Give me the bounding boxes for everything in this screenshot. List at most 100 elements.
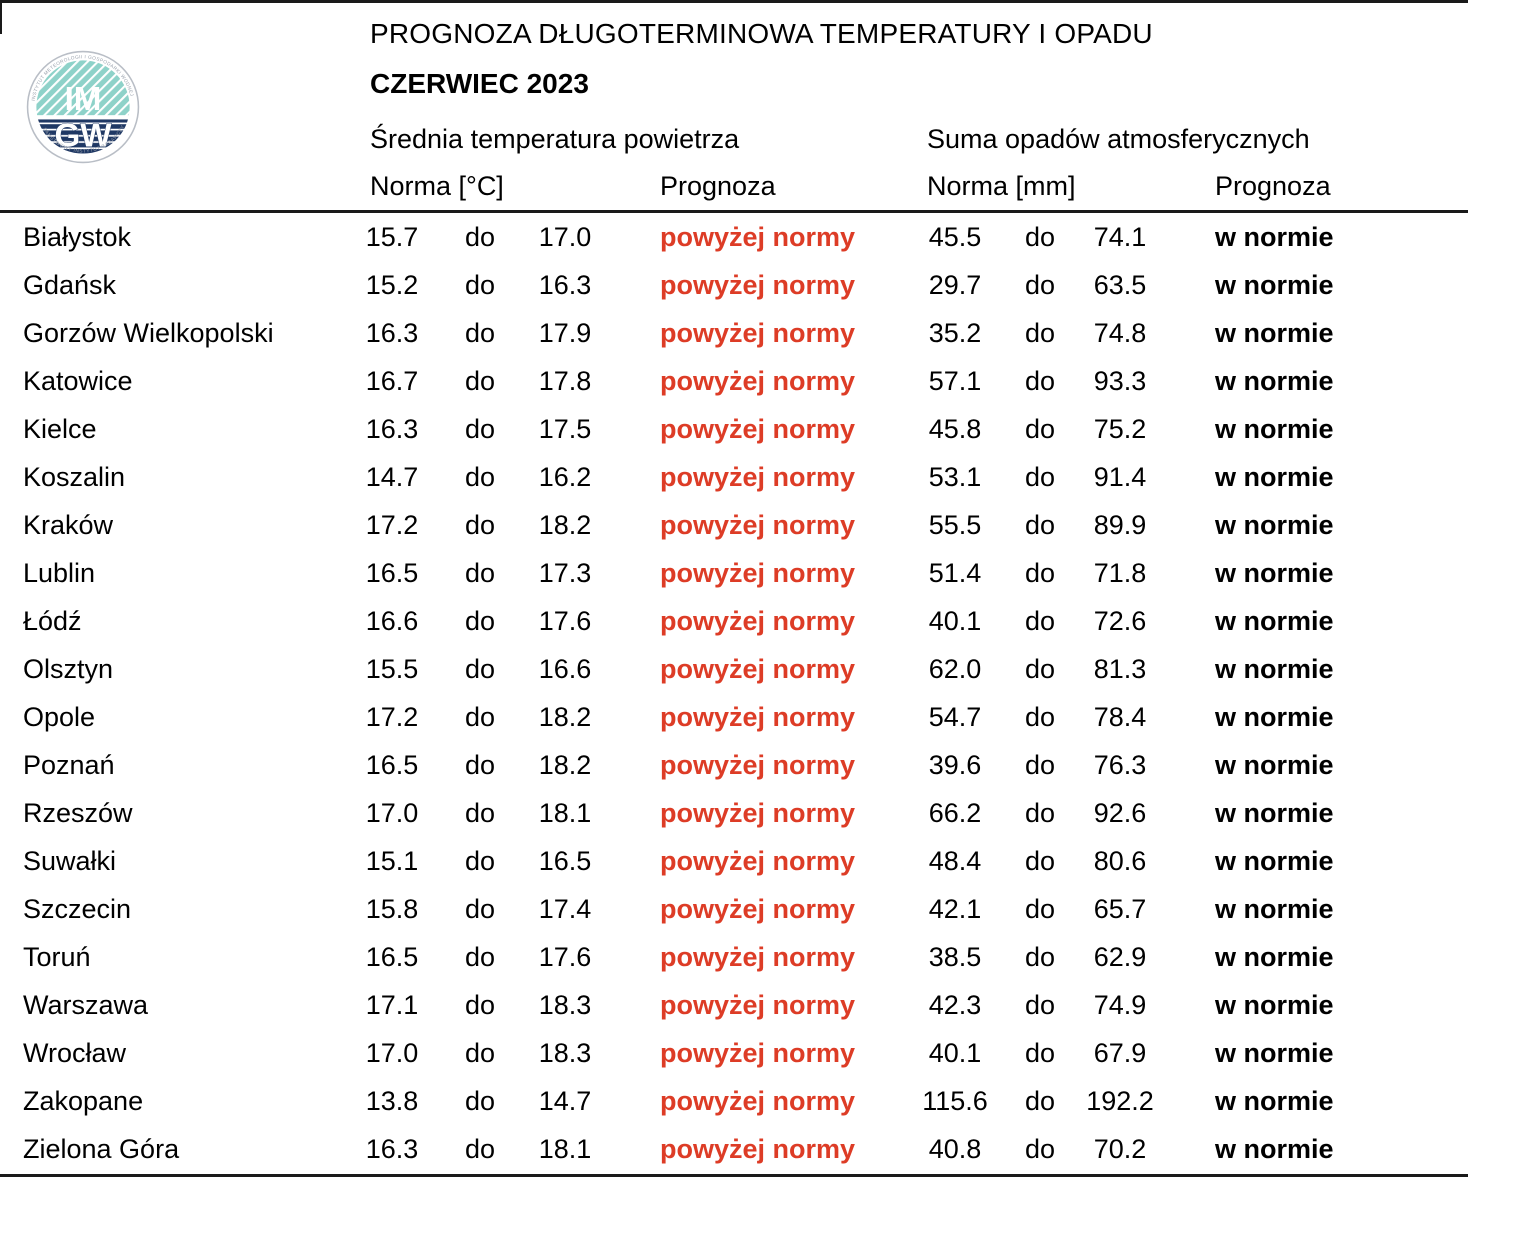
precip-forecast-value: w normie (1215, 269, 1334, 300)
precip-norm-high-value: 92.6 (1093, 798, 1147, 829)
precip-forecast-value: w normie (1215, 846, 1334, 877)
temp-range-separator: do (464, 317, 496, 348)
temp-range-separator: do (464, 269, 496, 300)
temp-forecast-value: powyżej normy (660, 750, 856, 781)
temperature-group-header: Średnia temperatura powietrza (370, 124, 740, 154)
precip-range-separator: do (1024, 413, 1056, 444)
temp-forecast-value: powyżej normy (660, 557, 856, 588)
temp-range-separator: do (464, 509, 496, 540)
precip-forecast-value: w normie (1215, 509, 1334, 540)
precip-norm-low-value: 53.1 (928, 461, 982, 492)
forecast-table-body: Białystok 15.7 do 17.0 powyżej normy 45.… (0, 213, 1468, 1174)
table-row: Kielce 16.3 do 17.5 powyżej normy 45.8 d… (0, 405, 1468, 453)
precip-forecast-value: w normie (1215, 1038, 1334, 1069)
temp-norm-low-value: 17.0 (365, 798, 419, 829)
temp-forecast-value: powyżej normy (660, 317, 856, 348)
precip-range-separator: do (1024, 557, 1056, 588)
precip-norm-high-value: 65.7 (1093, 894, 1147, 925)
table-row: Rzeszów 17.0 do 18.1 powyżej normy 66.2 … (0, 790, 1468, 838)
temp-norm-low-value: 17.2 (365, 509, 419, 540)
city-name: Toruń (23, 942, 91, 973)
precip-forecast-value: w normie (1215, 413, 1334, 444)
temp-range-separator: do (464, 605, 496, 636)
temp-norm-high-value: 18.3 (538, 990, 592, 1021)
precip-range-separator: do (1024, 269, 1056, 300)
precip-norm-high-value: 89.9 (1093, 509, 1147, 540)
temp-forecast-value: powyżej normy (660, 846, 856, 877)
precip-norm-low-value: 45.8 (928, 413, 982, 444)
city-name: Kraków (23, 509, 114, 540)
precip-norm-low-value: 40.8 (928, 1134, 982, 1165)
city-name: Zakopane (23, 1086, 144, 1117)
precip-norm-high-value: 71.8 (1093, 557, 1147, 588)
temp-norm-low-value: 16.5 (365, 557, 419, 588)
precip-norm-low-value: 35.2 (928, 317, 982, 348)
temp-forecast-value: powyżej normy (660, 990, 856, 1021)
temp-range-separator: do (464, 1086, 496, 1117)
table-row: Katowice 16.7 do 17.8 powyżej normy 57.1… (0, 357, 1468, 405)
table-row: Białystok 15.7 do 17.0 powyżej normy 45.… (0, 213, 1468, 261)
city-name: Gdańsk (23, 269, 117, 300)
table-bottom-border (0, 1174, 1468, 1177)
temp-forecast-value: powyżej normy (660, 653, 856, 684)
precip-norm-high-value: 81.3 (1093, 653, 1147, 684)
temp-range-separator: do (464, 1134, 496, 1165)
temp-norm-high-value: 16.2 (538, 461, 592, 492)
temp-norm-high-value: 17.8 (538, 365, 592, 396)
precip-norm-low-value: 66.2 (928, 798, 982, 829)
temp-norm-high-value: 18.1 (538, 798, 592, 829)
precip-range-separator: do (1024, 1038, 1056, 1069)
precip-forecast-value: w normie (1215, 990, 1334, 1021)
precip-norm-low-value: 51.4 (928, 557, 982, 588)
temp-range-separator: do (464, 413, 496, 444)
temp-range-separator: do (464, 701, 496, 732)
temp-norm-high-value: 18.1 (538, 1134, 592, 1165)
table-row: Olsztyn 15.5 do 16.6 powyżej normy 62.0 … (0, 645, 1468, 693)
precip-norm-high-value: 67.9 (1093, 1038, 1147, 1069)
table-row: Gorzów Wielkopolski 16.3 do 17.9 powyżej… (0, 309, 1468, 357)
precip-range-separator: do (1024, 1086, 1056, 1117)
precip-norm-low-value: 45.5 (928, 221, 982, 252)
precip-range-separator: do (1024, 990, 1056, 1021)
temp-range-separator: do (464, 798, 496, 829)
precip-forecast-column-header: Prognoza (1215, 171, 1331, 201)
table-left-border-stub (0, 0, 2, 34)
precip-range-separator: do (1024, 798, 1056, 829)
precip-norm-low-value: 55.5 (928, 509, 982, 540)
table-row: Warszawa 17.1 do 18.3 powyżej normy 42.3… (0, 982, 1468, 1030)
temp-norm-low-value: 16.5 (365, 942, 419, 973)
precip-norm-high-value: 91.4 (1093, 461, 1147, 492)
precip-forecast-value: w normie (1215, 461, 1334, 492)
temp-norm-low-value: 16.3 (365, 1134, 419, 1165)
city-name: Szczecin (23, 894, 132, 925)
city-name: Wrocław (23, 1038, 127, 1069)
table-row: Lublin 16.5 do 17.3 powyżej normy 51.4 d… (0, 549, 1468, 597)
precip-norm-low-value: 39.6 (928, 750, 982, 781)
logo-im-text: IM (65, 81, 102, 118)
precip-forecast-value: w normie (1215, 942, 1334, 973)
precip-norm-high-value: 62.9 (1093, 942, 1147, 973)
table-row: Toruń 16.5 do 17.6 powyżej normy 38.5 do… (0, 934, 1468, 982)
precip-forecast-value: w normie (1215, 798, 1334, 829)
temp-norm-high-value: 17.5 (538, 413, 592, 444)
logo-gw-text: GW (54, 117, 112, 154)
precip-norm-low-value: 57.1 (928, 365, 982, 396)
temp-range-separator: do (464, 990, 496, 1021)
imgw-logo-icon: IM GW INSTYTUT METEOROLOGII I GOSPODARKI… (26, 50, 140, 164)
temp-forecast-value: powyżej normy (660, 1038, 856, 1069)
precip-forecast-value: w normie (1215, 1134, 1334, 1165)
temp-range-separator: do (464, 221, 496, 252)
precip-range-separator: do (1024, 461, 1056, 492)
precip-forecast-value: w normie (1215, 653, 1334, 684)
table-row: Łódź 16.6 do 17.6 powyżej normy 40.1 do … (0, 597, 1468, 645)
temp-norm-high-value: 17.0 (538, 221, 592, 252)
city-name: Koszalin (23, 461, 126, 492)
precip-forecast-value: w normie (1215, 750, 1334, 781)
precip-norm-low-value: 38.5 (928, 942, 982, 973)
temp-norm-high-value: 17.6 (538, 605, 592, 636)
precip-norm-low-value: 40.1 (928, 1038, 982, 1069)
precip-range-separator: do (1024, 509, 1056, 540)
temp-norm-low-value: 16.5 (365, 750, 419, 781)
city-name: Lublin (23, 557, 96, 588)
